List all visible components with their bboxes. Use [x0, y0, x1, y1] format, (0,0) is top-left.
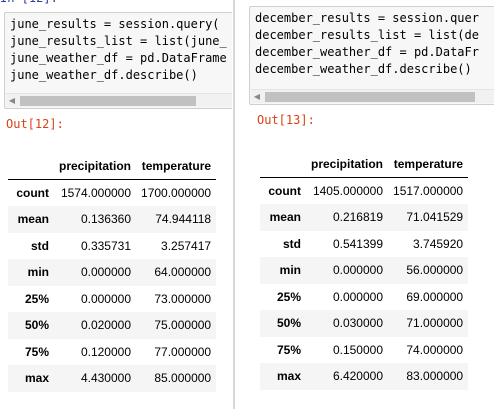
row-index: 25% — [276, 289, 301, 304]
left-arrow-icon[interactable]: ◀ — [253, 92, 261, 101]
right-notebook-panel: december_results = session.quer december… — [247, 0, 494, 409]
table-row: std 0.541399 3.745920 — [260, 231, 468, 258]
table-cell: 71.041529 — [406, 210, 464, 225]
table-cell: 74.944118 — [155, 212, 212, 227]
table-cell: 74.000000 — [406, 342, 464, 357]
column-header: precipitation — [54, 153, 137, 180]
output-prompt: Out[12]: — [6, 117, 64, 131]
column-header: precipitation — [306, 151, 389, 178]
horizontal-scrollbar[interactable]: ◀ — [251, 89, 494, 103]
code-line: december_weather_df = pd.DataFr — [255, 45, 479, 59]
table-cell: 1574.000000 — [60, 186, 132, 200]
row-index: max — [24, 371, 49, 386]
left-arrow-icon[interactable]: ◀ — [8, 96, 16, 105]
table-cell: 0.000000 — [80, 291, 132, 306]
code-line: december_weather_df.describe() — [255, 62, 472, 76]
table-row: max 4.430000 85.000000 — [8, 365, 217, 392]
row-index: 75% — [24, 344, 49, 359]
table-cell: 1405.000000 — [312, 184, 384, 198]
table-cell: 0.216819 — [332, 210, 384, 225]
row-index: std — [31, 238, 49, 253]
row-index: 50% — [276, 316, 301, 331]
table-row: 50% 0.030000 71.000000 — [260, 310, 469, 337]
row-index: mean — [17, 212, 49, 227]
table-cell: 77.000000 — [154, 344, 212, 359]
table-cell: 64.000000 — [154, 265, 212, 280]
code-line: december_results = session.quer — [255, 11, 479, 25]
code-line: june_weather_df = pd.DataFrame — [10, 51, 227, 65]
table-cell: 4.430000 — [80, 371, 132, 386]
code-cell-december[interactable]: december_results = session.quer december… — [249, 6, 494, 105]
code-line: june_results_list = list(june_ — [10, 34, 227, 48]
row-index: min — [279, 263, 301, 278]
row-index: count — [16, 186, 49, 200]
table-cell: 0.000000 — [332, 263, 384, 278]
table-row: mean 0.136360 74.944118 — [8, 206, 217, 233]
row-index: 25% — [24, 291, 49, 306]
table-row: count 1574.000000 1700.000000 — [8, 180, 216, 207]
table-row: max 6.420000 83.000000 — [260, 363, 469, 390]
table-cell: 71.000000 — [406, 316, 464, 331]
table-cell: 0.335731 — [80, 238, 132, 253]
table-cell: 69.000000 — [406, 289, 464, 304]
row-index: mean — [269, 210, 301, 225]
output-prompt: Out[13]: — [257, 113, 315, 127]
left-notebook-panel: In [12]: june_results = session.query( j… — [0, 0, 232, 409]
row-index: max — [276, 369, 301, 384]
table-header-row: precipitation temperature — [260, 151, 469, 178]
table-cell: 0.541399 — [332, 236, 384, 251]
row-index: 50% — [24, 318, 49, 333]
describe-table-december: precipitation temperature count 1405.000… — [260, 151, 469, 390]
table-row: 50% 0.020000 75.000000 — [8, 312, 217, 339]
table-cell: 0.120000 — [80, 344, 132, 359]
row-index: min — [27, 265, 49, 280]
table-cell: 6.420000 — [332, 369, 384, 384]
table-cell: 1517.000000 — [393, 184, 464, 198]
code-line: june_weather_df.describe() — [10, 68, 198, 82]
table-cell: 83.000000 — [406, 369, 464, 384]
prev-input-prompt: In [12]: — [0, 0, 58, 5]
code-line: december_results_list = list(de — [255, 28, 479, 42]
table-cell: 0.136360 — [80, 212, 132, 227]
code-lines: june_results = session.query( june_resul… — [10, 16, 227, 84]
table-row: 25% 0.000000 69.000000 — [260, 284, 468, 311]
table-cell: 0.000000 — [80, 265, 132, 280]
table-row: count 1405.000000 1517.000000 — [260, 178, 468, 205]
code-lines: december_results = session.quer december… — [255, 10, 479, 78]
table-cell: 75.000000 — [154, 318, 212, 333]
table-row: 25% 0.000000 73.000000 — [8, 286, 216, 313]
row-index: count — [268, 184, 301, 198]
table-cell: 73.000000 — [154, 291, 212, 306]
table-header-row: precipitation temperature — [8, 153, 217, 180]
table-corner — [260, 151, 306, 178]
table-cell: 1700.000000 — [141, 186, 212, 200]
table-cell: 0.150000 — [332, 342, 384, 357]
row-index: std — [283, 236, 301, 251]
code-line: june_results = session.query( — [10, 17, 220, 31]
scrollbar-thumb[interactable] — [265, 92, 475, 102]
table-cell: 0.000000 — [332, 289, 384, 304]
row-index: 75% — [276, 342, 301, 357]
table-row: min 0.000000 64.000000 — [8, 259, 217, 286]
code-cell-june[interactable]: june_results = session.query( june_resul… — [4, 12, 232, 109]
table-cell: 0.030000 — [332, 316, 384, 331]
table-row: 75% 0.120000 77.000000 — [8, 339, 216, 366]
panel-divider — [233, 0, 235, 409]
column-header: temperature — [136, 153, 217, 180]
table-cell: 3.745920 — [413, 236, 464, 251]
scrollbar-thumb[interactable] — [20, 96, 196, 106]
table-cell: 0.020000 — [80, 318, 132, 333]
table-cell: 85.000000 — [154, 371, 212, 386]
describe-table-june: precipitation temperature count 1574.000… — [8, 153, 217, 392]
table-cell: 3.257417 — [161, 238, 212, 253]
table-row: 75% 0.150000 74.000000 — [260, 337, 468, 364]
table-corner — [8, 153, 54, 180]
table-row: std 0.335731 3.257417 — [8, 233, 216, 260]
column-header: temperature — [388, 151, 469, 178]
horizontal-scrollbar[interactable]: ◀ — [6, 93, 232, 107]
table-cell: 56.000000 — [406, 263, 464, 278]
table-row: mean 0.216819 71.041529 — [260, 204, 469, 231]
table-row: min 0.000000 56.000000 — [260, 257, 469, 284]
